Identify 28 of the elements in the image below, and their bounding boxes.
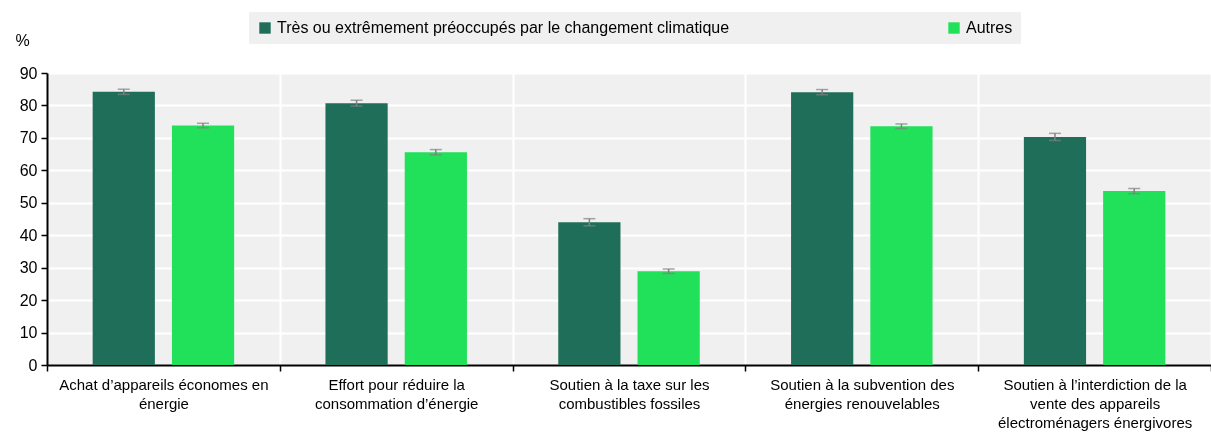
x-tick-label: Effort pour réduire la consommation d’énergie [314, 375, 479, 412]
y-tick-label: 0 [28, 356, 38, 374]
x-tick-label: Soutien à l’interdiction de la vente des appareils électroménagers énergivores [997, 375, 1193, 431]
legend-label: Très ou extrêmement préoccupés par le changement climatique [277, 19, 730, 36]
bar [1103, 191, 1166, 365]
y-tick-label: 80 [19, 96, 38, 114]
bar [92, 91, 155, 365]
bar [325, 103, 388, 365]
bar [1023, 136, 1087, 365]
x-tick-label: Soutien à la subvention des énergies renouvelables [770, 375, 955, 412]
x-tick-label: Soutien à la taxe sur les combustibles fossiles [549, 375, 710, 412]
y-tick-label: 50 [19, 194, 38, 212]
bar [558, 222, 621, 365]
y-tick-label: 10 [19, 324, 38, 342]
y-tick-label: 20 [19, 291, 38, 309]
bar [404, 152, 467, 365]
bar [637, 271, 700, 365]
x-tick-label: Achat d’appareils économes en énergie [59, 375, 269, 412]
bar [171, 125, 235, 365]
y-tick-label: 60 [19, 161, 38, 179]
y-tick-label: 70 [19, 129, 38, 147]
y-tick-label: 30 [19, 259, 38, 277]
bar [791, 92, 854, 365]
y-tick-label: 40 [19, 226, 38, 244]
legend-label: Autres [966, 19, 1013, 36]
bar [870, 126, 933, 365]
y-tick-label: 90 [19, 64, 38, 82]
y-axis-title: % [15, 31, 30, 49]
